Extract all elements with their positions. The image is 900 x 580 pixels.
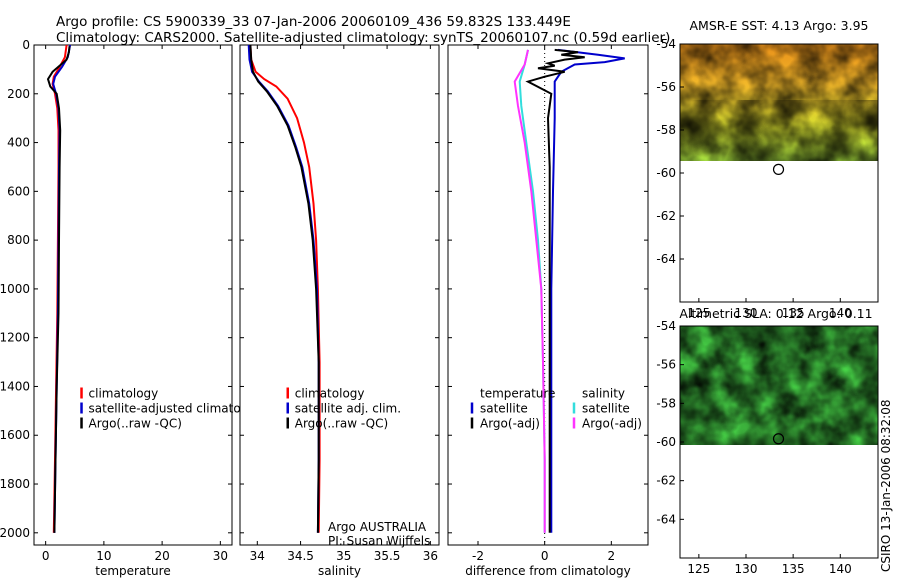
difference-series-line [525,48,585,533]
sst-map-ytick-label: -62 [656,209,676,223]
difference-legend-label: satellite [480,402,528,416]
salinity-panel: 34 34.5 35 35.5 36 salinity climatologysatelli… [239,44,440,578]
difference-xlabel: difference from climatology [465,564,631,578]
temperature-ytick-label: 2000 [0,526,30,540]
figure-title-line2: Climatology: CARS2000. Satellite-adjuste… [56,30,670,46]
sla-map-ytick-label: -62 [656,474,676,488]
temperature-ytick-label: 200 [7,87,30,101]
sst-map-xtick-label: 125 [687,306,710,320]
sla-map-xtick-label: 135 [782,562,805,576]
salinity-series-line [249,44,320,533]
salinity-xtick-label: 34 [250,549,265,563]
sst-map-ytick-label: -56 [656,80,676,94]
sla-map-ytick-label: -64 [656,512,676,526]
temperature-ytick-label: 1400 [0,379,30,393]
sst-map-panel: AMSR-E SST: 4.13 Argo: 3.95 -54 -56 -58 -60… [656,18,879,320]
temperature-ytick-label: 800 [7,233,30,247]
credit-stamp: CSIRO 13-Jan-2006 08:32:08 [879,400,893,572]
difference-xtick-label: 0 [541,549,549,563]
salinity-xtick-label: 36 [423,549,438,563]
sst-map-ytick-label: -54 [656,37,676,51]
difference-xtick-label: -2 [472,549,484,563]
sst-map-xtick-label: 135 [782,306,805,320]
sst-map-ytick-label: -60 [656,166,676,180]
temperature-xtick-label: 10 [96,549,111,563]
temperature-xtick-label: 20 [154,549,169,563]
sla-map-xtick-label: 130 [735,562,758,576]
difference-series-line [550,48,625,533]
temperature-xtick-label: 30 [213,549,228,563]
sla-map-title: Altimetric SLA: 0.12 Argo: 0.11 [679,306,872,321]
sla-map-ytick-label: -54 [656,319,676,333]
salinity-axes-box [239,44,440,546]
temperature-ytick-label: 1800 [0,477,30,491]
temperature-xtick-label: 0 [42,549,50,563]
temperature-ytick-label: 1000 [0,282,30,296]
difference-legend-column-title: temperature [480,387,555,401]
salinity-legend-label: Argo(..raw -QC) [295,417,388,431]
salinity-xtick-label: 35.5 [374,549,401,563]
temperature-legend-label: satellite-adjusted climatology [89,402,267,416]
sst-map-argo-position-marker [772,163,785,175]
sla-map-ytick-label: -58 [656,396,676,410]
sst-map-ytick-label: -58 [656,123,676,137]
temperature-ytick-label: 600 [7,184,30,198]
temperature-series-line [46,46,71,533]
temperature-axes-box [33,44,233,546]
difference-legend-label: Argo(-adj) [480,417,540,431]
difference-legend-column-title: salinity [582,387,625,401]
sla-map-panel: Altimetric SLA: 0.12 Argo: 0.11 -54 -56 -5… [656,306,879,576]
difference-legend-label: Argo(-adj) [582,417,642,431]
sst-map-xtick-label: 140 [829,306,852,320]
salinity-annotation-line: Argo AUSTRALIA [328,520,427,534]
sst-map-title: AMSR-E SST: 4.13 Argo: 3.95 [689,18,868,33]
temperature-legend-label: climatology [89,387,159,401]
difference-legend-label: satellite [582,402,630,416]
temperature-ytick-label: 1200 [0,331,30,345]
salinity-annotation-line: PI: Susan Wijffels [328,534,430,548]
salinity-legend-label: satellite adj. clim. [295,402,401,416]
salinity-xtick-label: 35 [336,549,351,563]
difference-series-line [513,49,546,533]
figure-title-line1: Argo profile: CS 5900339_33 07-Jan-2006 … [56,14,571,30]
difference-xtick-label: 2 [608,549,616,563]
sst-map-xtick-label: 130 [735,306,758,320]
sla-map-ytick-label: -60 [656,435,676,449]
sst-heatmap-texture-green [680,100,878,161]
sla-heatmap-texture-orange [680,326,878,445]
temperature-ytick-label: 0 [22,38,30,52]
temperature-legend-label: Argo(..raw -QC) [89,417,182,431]
temperature-panel: 0 200 400 600 800 1000 1200 1400 1600 1800 2000 0 10… [0,38,266,578]
salinity-xtick-label: 34.5 [287,549,314,563]
salinity-legend-label: climatology [295,387,365,401]
sla-map-ytick-label: -56 [656,358,676,372]
temperature-ytick-label: 400 [7,136,30,150]
sla-map-xtick-label: 125 [687,562,710,576]
salinity-xlabel: salinity [318,564,361,578]
sla-map-xtick-label: 140 [829,562,852,576]
sst-map-ytick-label: -64 [656,252,676,266]
temperature-ytick-label: 1600 [0,428,30,442]
temperature-xlabel: temperature [95,564,170,578]
sla-map-argo-position-marker [772,433,785,445]
